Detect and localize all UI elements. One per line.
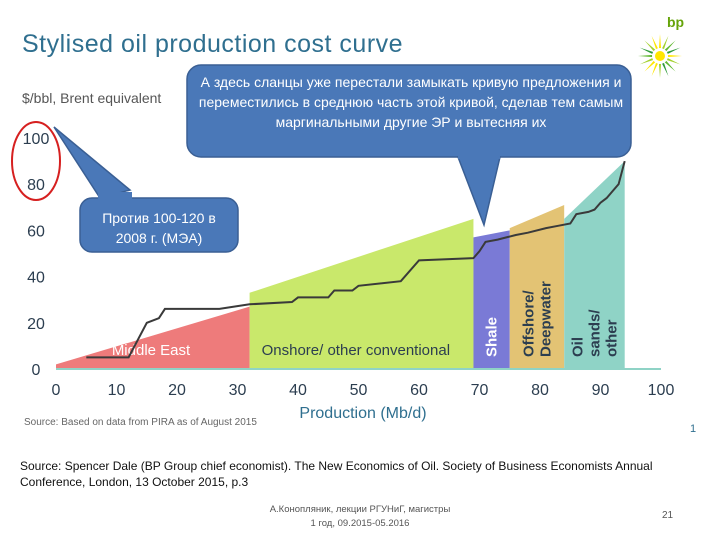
y-tick-80: 80: [27, 177, 45, 194]
bp-logo-icon: [638, 34, 682, 78]
chart-cost-curve: [86, 160, 626, 359]
bp-logo-petal: [658, 34, 662, 50]
cost-curve-line: [86, 160, 626, 359]
y-tick-0: 0: [32, 362, 41, 379]
region-label-onshore-other-conventional: Onshore/ other conventional: [262, 342, 450, 359]
author-line-1: А.Конопляник, лекции РГУНиГ, магистры: [269, 504, 451, 515]
page-number: 21: [662, 510, 674, 521]
region-onshore-other-conventional: [249, 218, 474, 369]
callout-main: [186, 64, 632, 228]
footnote-source: Source: Spencer Dale (BP Group chief eco…: [20, 459, 653, 489]
x-tick-30: 30: [229, 382, 247, 399]
region-label-oil-sands-other-line-2: sands/: [586, 309, 603, 357]
x-tick-100: 100: [648, 382, 675, 399]
bp-logo-petal: [666, 57, 681, 65]
bp-logo-petal: [658, 62, 662, 78]
region-middle-east: [56, 306, 250, 369]
region-label-offshore-deepwater-line-1: Offshore/: [520, 289, 537, 357]
bp-logo-petal: [661, 35, 669, 50]
bp-logo-petal: [644, 40, 656, 52]
bp-logo-petal: [664, 60, 676, 72]
highlight-ellipse: [11, 121, 61, 201]
callout-left-text: Против 100-120 в 2008 г. (МЭА): [102, 210, 216, 246]
bp-logo-petal: [644, 60, 656, 72]
x-axis-label: Production (Mb/d): [299, 405, 426, 422]
chart-region-labels: Middle East Onshore/ other conventional Sh…: [112, 281, 621, 359]
callout-left: [53, 126, 239, 253]
region-label-oil-sands-other-line-1: Oil: [569, 337, 586, 357]
bp-logo-petal: [639, 47, 654, 55]
bp-logo-text: bp: [667, 14, 685, 30]
x-tick-40: 40: [289, 382, 307, 399]
callout-main-text: А здесь сланцы уже перестали замыкать кр…: [198, 74, 624, 130]
region-shale: [473, 230, 510, 369]
y-axis-unit-label: $/bbl, Brent equivalent: [22, 90, 162, 106]
bp-logo-petal: [638, 54, 654, 58]
x-tick-80: 80: [531, 382, 549, 399]
x-tick-20: 20: [168, 382, 186, 399]
x-tick-10: 10: [108, 382, 126, 399]
bp-logo-petal: [666, 47, 681, 55]
x-tick-70: 70: [471, 382, 489, 399]
region-label-middle-east: Middle East: [112, 342, 191, 359]
y-tick-40: 40: [27, 270, 45, 287]
region-label-oil-sands-other-line-3: other: [603, 319, 620, 357]
chart-slide-number: 1: [690, 423, 697, 435]
y-tick-20: 20: [27, 316, 45, 333]
bp-logo-petal: [651, 62, 659, 77]
author-info: А.Конопляник, лекции РГУНиГ, магистры 1 …: [250, 503, 470, 531]
chart-title: Stylised oil production cost curve: [22, 30, 404, 58]
y-axis-ticks: 0 20 40 60 80 100: [23, 131, 50, 379]
y-tick-100: 100: [23, 131, 50, 148]
x-tick-50: 50: [350, 382, 368, 399]
x-tick-90: 90: [592, 382, 610, 399]
bp-logo-petal: [651, 35, 659, 50]
bp-logo-petal: [664, 40, 676, 52]
x-axis-ticks: 0 10 20 30 40 50 60 70 80 90 100: [52, 382, 675, 399]
bp-logo-petal: [666, 54, 682, 58]
chart-source: Source: Based on data from PIRA as of Au…: [24, 417, 257, 428]
region-offshore-deepwater: [509, 204, 565, 369]
y-tick-60: 60: [27, 223, 45, 240]
bp-logo-petal: [661, 62, 669, 77]
bp-logo-core: [655, 51, 665, 61]
bp-logo-petal: [639, 57, 654, 65]
author-line-2: 1 год, 09.2015-05.2016: [310, 518, 410, 529]
x-tick-60: 60: [410, 382, 428, 399]
x-tick-0: 0: [52, 382, 61, 399]
region-label-offshore-deepwater-line-2: Deepwater: [537, 281, 554, 357]
region-label-shale: Shale: [484, 317, 501, 357]
